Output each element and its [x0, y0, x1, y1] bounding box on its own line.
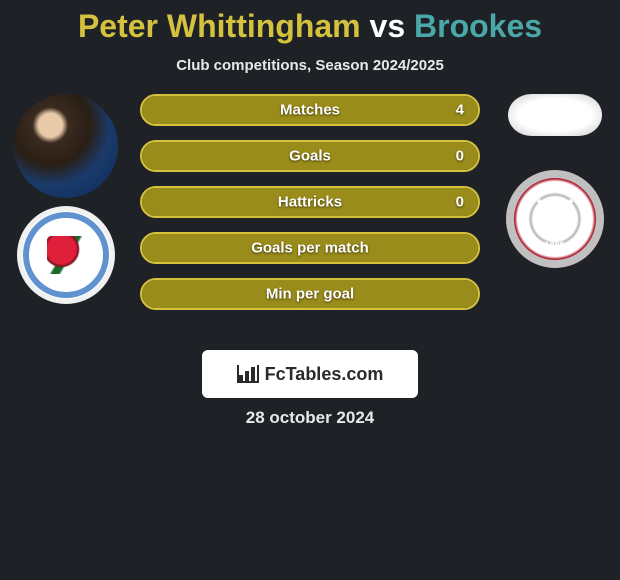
comparison-card: Peter Whittingham vs Brookes Club compet…: [0, 0, 620, 428]
player2-name: Brookes: [414, 8, 542, 44]
stat-bar: Goals per match: [140, 232, 480, 264]
bar-chart-icon: [237, 365, 259, 383]
main-area: Matches4Goals0Hattricks0Goals per matchM…: [0, 94, 620, 364]
stat-bar: Hattricks0: [140, 186, 480, 218]
stats-list: Matches4Goals0Hattricks0Goals per matchM…: [140, 94, 480, 324]
stat-label: Matches: [142, 102, 478, 119]
page-title: Peter Whittingham vs Brookes: [0, 8, 620, 45]
right-column: [497, 94, 612, 268]
stat-value: 4: [456, 102, 464, 119]
player1-name: Peter Whittingham: [78, 8, 361, 44]
stat-value: 0: [456, 194, 464, 211]
brand-text: FcTables.com: [265, 364, 384, 385]
stat-label: Min per goal: [142, 286, 478, 303]
stat-bar: Goals0: [140, 140, 480, 172]
player1-club-badge: [17, 206, 115, 304]
player2-avatar: [508, 94, 602, 136]
left-column: [8, 94, 123, 304]
stat-bar: Matches4: [140, 94, 480, 126]
stat-label: Goals: [142, 148, 478, 165]
stat-label: Hattricks: [142, 194, 478, 211]
vs-text: vs: [361, 8, 414, 44]
stat-bar: Min per goal: [140, 278, 480, 310]
subtitle: Club competitions, Season 2024/2025: [0, 57, 620, 74]
player2-club-badge: [506, 170, 604, 268]
stat-label: Goals per match: [142, 240, 478, 257]
player1-avatar: [14, 94, 118, 198]
footer-date: 28 october 2024: [0, 408, 620, 428]
shield-swords-icon: [533, 195, 577, 239]
stat-value: 0: [456, 148, 464, 165]
